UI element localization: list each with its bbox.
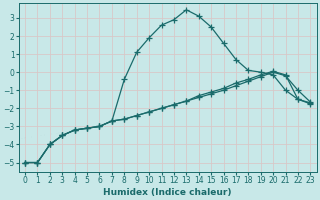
X-axis label: Humidex (Indice chaleur): Humidex (Indice chaleur) [103, 188, 232, 197]
